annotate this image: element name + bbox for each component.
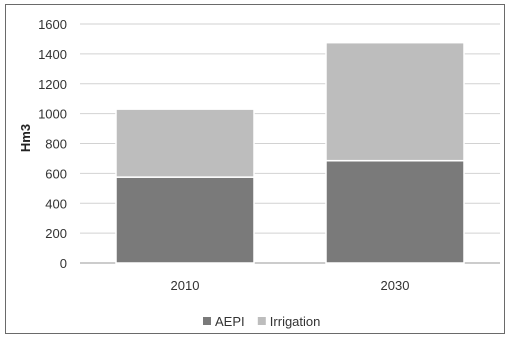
x-tick-labels: 2010 2030	[171, 278, 410, 293]
y-tick-label: 1600	[38, 17, 67, 32]
bars	[115, 41, 465, 264]
bar-irrigation-2010	[115, 108, 255, 178]
y-tick-label: 1200	[38, 77, 67, 92]
bar-irrigation-2030	[325, 41, 465, 162]
y-tick-label: 200	[45, 226, 67, 241]
x-tick-label: 2030	[381, 278, 410, 293]
y-tick-label: 800	[45, 137, 67, 152]
legend-label-irrigation: Irrigation	[270, 314, 321, 329]
y-axis-label: Hm3	[18, 124, 33, 152]
bar-aepi-2030	[325, 159, 465, 264]
legend-swatch-irrigation	[257, 317, 266, 325]
legend-label-aepi: AEPI	[215, 314, 245, 329]
y-tick-label: 1000	[38, 107, 67, 122]
legend: AEPI Irrigation	[203, 314, 320, 329]
y-tick-label: 0	[60, 256, 67, 271]
legend-swatch-aepi	[203, 317, 211, 325]
y-tick-labels: 0 200 400 600 800 1000 1200 1400 1600	[38, 17, 67, 271]
y-tick-label: 1400	[38, 47, 67, 62]
x-tick-label: 2010	[171, 278, 200, 293]
y-tick-label: 400	[45, 196, 67, 211]
bar-aepi-2010	[115, 176, 255, 264]
y-tick-label: 600	[45, 166, 67, 181]
